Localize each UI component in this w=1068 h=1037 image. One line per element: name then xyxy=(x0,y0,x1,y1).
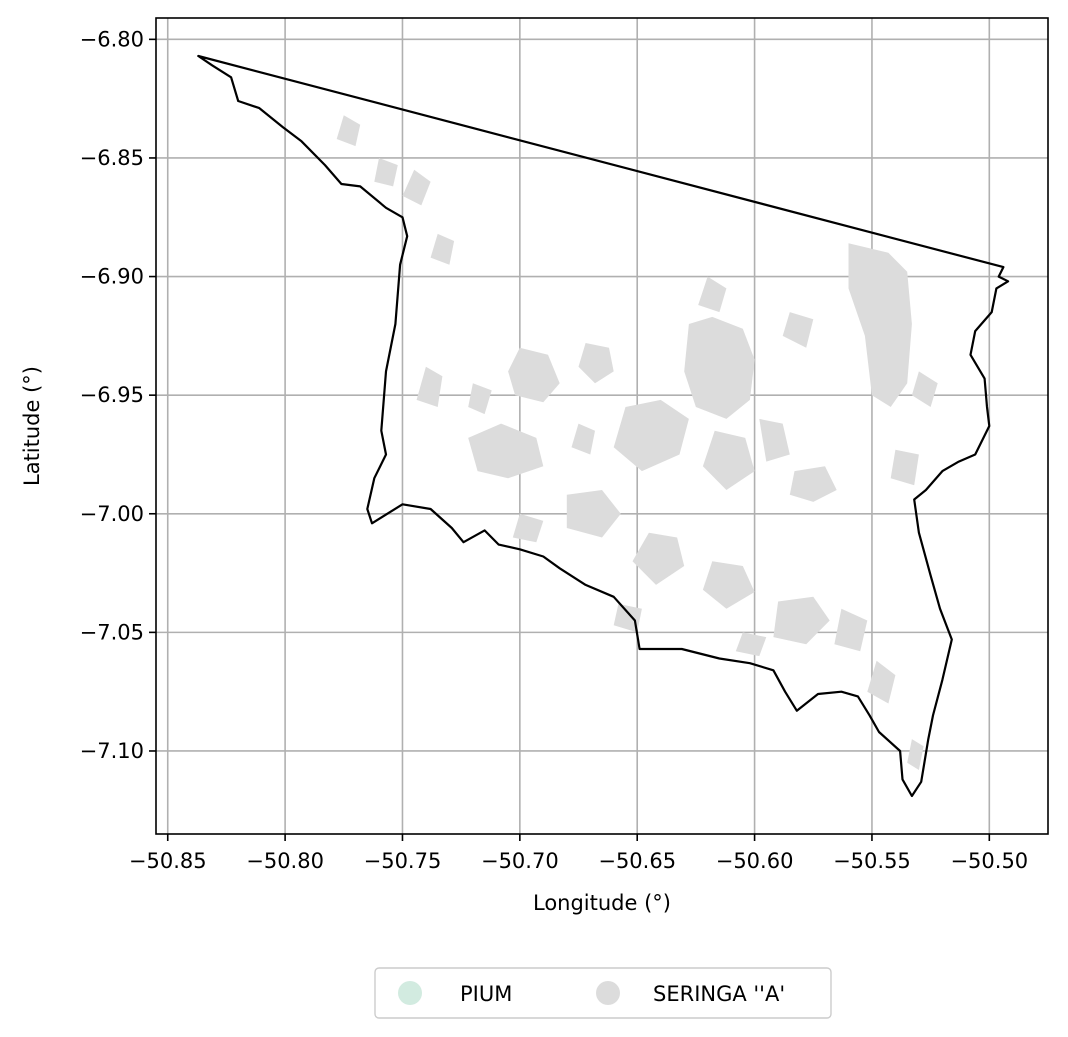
y-axis-label: Latitude (°) xyxy=(20,366,44,486)
land-patch xyxy=(759,418,790,462)
y-tick-label: −7.05 xyxy=(80,620,144,644)
land-patch xyxy=(416,366,443,407)
land-patch xyxy=(468,423,544,479)
y-tick-label: −6.90 xyxy=(80,265,144,289)
y-axis-ticks: −6.80 −6.85 −6.90 −6.95 −7.00 −7.05 −7.10 xyxy=(80,27,156,763)
land-patch xyxy=(890,449,919,486)
y-tick-label: −6.95 xyxy=(80,383,144,407)
land-patch xyxy=(374,158,398,187)
land-patch xyxy=(698,276,727,313)
legend-marker-pium xyxy=(398,981,422,1005)
boundary-layer xyxy=(197,54,1010,798)
x-tick-label: −50.60 xyxy=(716,849,794,873)
land-patch xyxy=(632,532,685,585)
land-patch xyxy=(613,399,689,472)
land-patch xyxy=(571,423,595,455)
legend-label-seringa: SERINGA ''A' xyxy=(653,982,785,1006)
land-patch xyxy=(782,312,814,348)
x-axis-label: Longitude (°) xyxy=(533,891,671,915)
y-tick-label: −7.10 xyxy=(80,739,144,763)
land-patch xyxy=(773,596,830,645)
legend: PIUM SERINGA ''A' xyxy=(374,967,832,1019)
x-tick-label: −50.50 xyxy=(950,849,1028,873)
land-patch xyxy=(508,347,560,403)
land-patch xyxy=(834,608,868,652)
y-tick-label: −7.00 xyxy=(80,502,144,526)
axes-frame xyxy=(155,17,1049,835)
land-patch xyxy=(566,490,621,538)
x-tick-label: −50.55 xyxy=(833,849,911,873)
x-tick-label: −50.70 xyxy=(481,849,559,873)
legend-marker-seringa xyxy=(596,981,620,1005)
x-axis-ticks: −50.85 −50.80 −50.75 −50.70 −50.65 −50.60 −50.… xyxy=(129,834,1028,873)
land-patch xyxy=(907,739,924,770)
land-patch xyxy=(430,233,455,265)
region-boundary xyxy=(197,54,1010,798)
land-patch xyxy=(512,513,544,543)
land-patch xyxy=(848,243,912,407)
land-patch xyxy=(789,466,837,502)
land-patch xyxy=(702,561,755,609)
y-tick-label: −6.85 xyxy=(80,146,144,170)
y-tick-label: −6.80 xyxy=(80,27,144,51)
x-tick-label: −50.65 xyxy=(598,849,676,873)
land-patch xyxy=(702,430,755,490)
land-patch xyxy=(867,660,896,704)
land-patch xyxy=(911,371,938,407)
legend-label-pium: PIUM xyxy=(460,982,512,1006)
land-patch xyxy=(468,383,492,415)
x-tick-label: −50.80 xyxy=(246,849,324,873)
land-patch xyxy=(336,115,361,147)
land-patch xyxy=(735,632,767,657)
land-patch xyxy=(578,343,614,384)
land-patch xyxy=(684,316,755,419)
x-tick-label: −50.75 xyxy=(364,849,442,873)
x-tick-label: −50.85 xyxy=(129,849,207,873)
land-patch xyxy=(402,169,431,206)
